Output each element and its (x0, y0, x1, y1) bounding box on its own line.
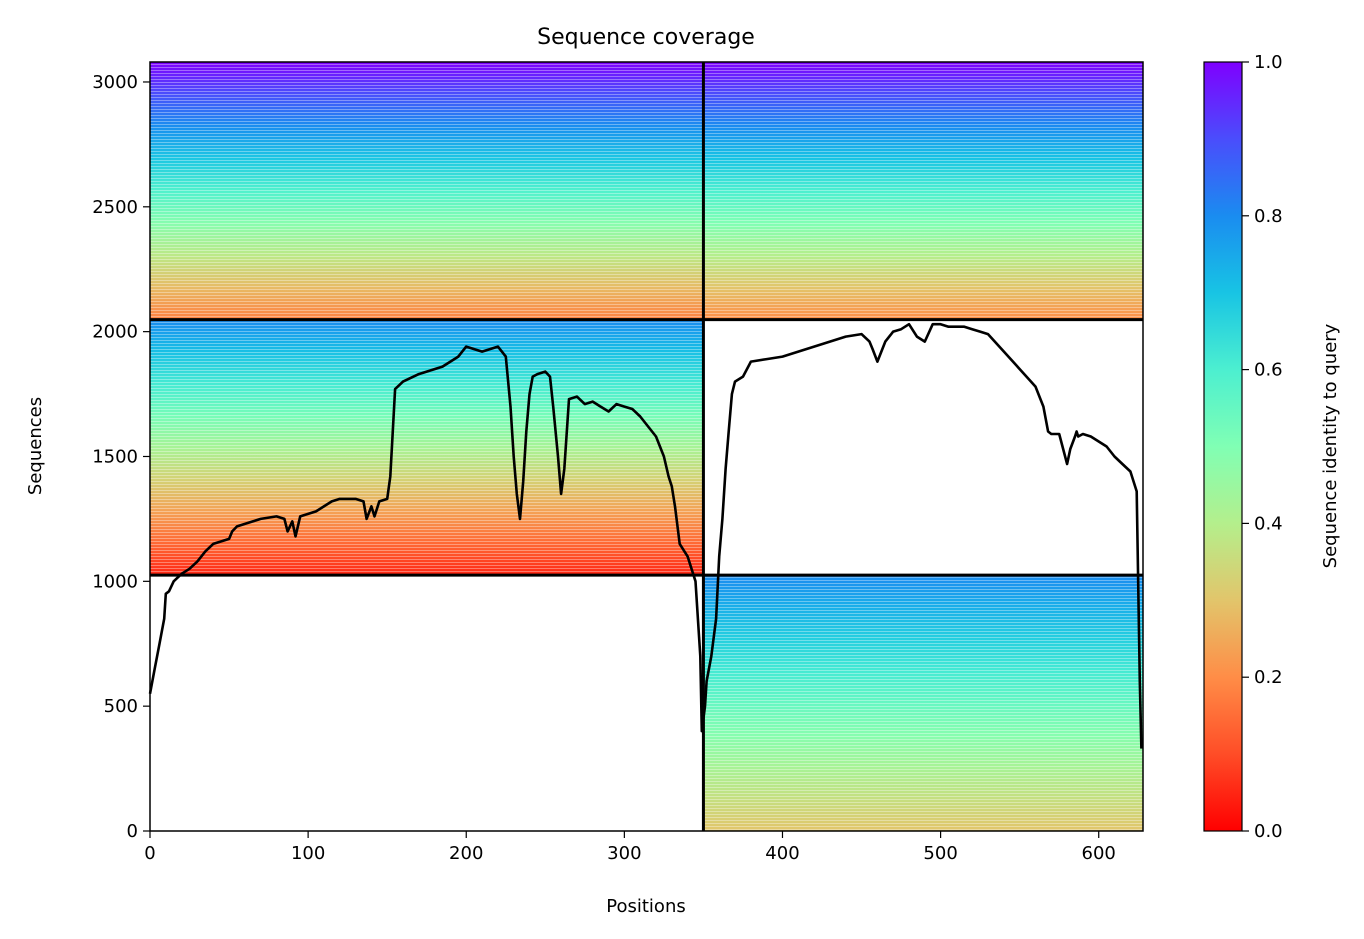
segment-boundaries (150, 62, 1143, 831)
y-tick-label: 3000 (92, 72, 138, 93)
colorbar-tick-label: 0.6 (1254, 360, 1283, 381)
x-tick-label: 300 (607, 843, 641, 864)
heatmap-block-texture (703, 62, 1143, 320)
x-tick-label: 400 (765, 843, 799, 864)
y-tick-label: 0 (127, 821, 138, 842)
y-tick-label: 2000 (92, 322, 138, 343)
colorbar-tick-label: 0.4 (1254, 513, 1283, 534)
colorbar-tick-label: 0.0 (1254, 821, 1283, 842)
heatmap-block-texture (150, 319, 704, 576)
colorbar-tick-label: 0.2 (1254, 667, 1283, 688)
chart-title: Sequence coverage (537, 25, 755, 50)
coverage-line (148, 322, 1143, 749)
x-axis-ticks: 0 100 200 300 400 500 600 (144, 831, 1116, 864)
y-tick-label: 1500 (92, 446, 138, 467)
y-tick-label: 2500 (92, 197, 138, 218)
colorbar (1203, 61, 1243, 832)
y-tick-label: 1000 (92, 571, 138, 592)
heatmap-block-texture (150, 62, 704, 320)
x-axis-label: Positions (606, 896, 685, 917)
x-tick-label: 200 (449, 843, 483, 864)
coverage-heatmap (150, 62, 1143, 831)
colorbar-ticks: 0.0 0.2 0.4 0.6 0.8 1.0 (1242, 52, 1283, 842)
colorbar-tick-label: 0.8 (1254, 206, 1283, 227)
colorbar-label: Sequence identity to query (1320, 323, 1341, 568)
plot-frame (149, 61, 1144, 832)
x-tick-label: 0 (144, 843, 155, 864)
y-tick-label: 500 (104, 696, 138, 717)
colorbar-tick-label: 1.0 (1254, 52, 1283, 73)
y-axis-label: Sequences (25, 397, 46, 495)
x-tick-label: 600 (1082, 843, 1116, 864)
heatmap-block-texture (703, 575, 1143, 831)
x-tick-label: 500 (923, 843, 957, 864)
x-tick-label: 100 (291, 843, 325, 864)
coverage-line-layer (148, 322, 1143, 749)
y-axis-ticks: 0 500 1000 1500 2000 2500 3000 (92, 72, 150, 842)
